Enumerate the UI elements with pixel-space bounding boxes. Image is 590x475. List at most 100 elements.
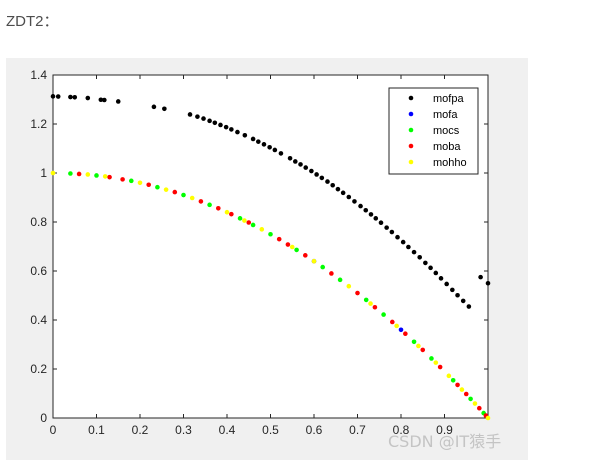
point-mocs — [320, 264, 326, 270]
point-mofpa — [417, 254, 423, 260]
point-mohho — [485, 415, 491, 421]
y-tick-label: 0.8 — [30, 215, 47, 229]
point-mocs — [181, 192, 186, 198]
figure-panel: 0 0.1 0.2 0.3 0.4 0.5 0.6 0.7 0.8 0.9 0 0.2 0.4 0.6 0… — [6, 58, 528, 460]
point-mocs — [94, 173, 99, 178]
point-mofpa — [352, 199, 357, 204]
point-mofpa — [400, 239, 406, 245]
point-mofpa — [450, 287, 455, 293]
point-mohho — [446, 373, 452, 379]
point-mofpa — [340, 190, 346, 196]
point-mofpa — [195, 114, 200, 119]
y-tick-label: 1 — [40, 166, 47, 180]
point-moba — [216, 205, 221, 211]
point-mohho — [311, 258, 317, 264]
legend-marker-mohho — [408, 159, 414, 165]
point-mofpa — [278, 151, 284, 156]
legend-label-mocs: mocs — [433, 125, 460, 137]
point-mohho — [189, 195, 195, 201]
legend-marker-mocs — [408, 127, 414, 133]
point-mocs — [411, 339, 417, 345]
point-mofpa — [85, 95, 91, 101]
point-mohho — [472, 401, 478, 406]
point-mofpa — [201, 116, 206, 121]
x-tick-label: 0.1 — [88, 423, 105, 437]
y-tick-label: 0 — [40, 411, 47, 425]
point-mohho — [102, 174, 108, 179]
point-mofpa — [298, 162, 303, 167]
point-mohho — [394, 323, 399, 329]
point-mofpa — [335, 186, 341, 192]
point-mocs — [68, 171, 73, 176]
point-mocs — [381, 312, 386, 317]
point-mofpa — [287, 156, 293, 161]
point-mofpa — [187, 112, 193, 117]
point-moba — [246, 220, 252, 225]
legend-label-moba: moba — [433, 141, 461, 153]
point-mocs — [450, 377, 456, 383]
point-mocs — [207, 202, 212, 208]
legend-label-mohho: mohho — [433, 157, 467, 169]
watermark: CSDN @IT猿手 — [388, 432, 502, 451]
section-heading: ZDT2： — [6, 13, 59, 30]
point-mocs — [429, 356, 434, 361]
point-mofpa — [151, 104, 157, 110]
point-moba — [76, 171, 82, 177]
point-mocs — [268, 231, 273, 237]
point-mofpa — [368, 212, 374, 217]
point-mofpa — [212, 120, 218, 126]
point-mofpa — [223, 124, 229, 130]
data-points — [50, 94, 491, 421]
point-mocs — [155, 184, 160, 190]
point-mofpa — [325, 179, 330, 184]
point-mofpa — [378, 220, 384, 226]
x-tick-label: 0.5 — [262, 423, 279, 437]
point-mocs — [129, 178, 134, 184]
point-mohho — [289, 244, 295, 250]
point-mocs — [250, 222, 256, 228]
y-tick-label: 0.2 — [30, 362, 47, 376]
y-tick-label: 0.6 — [30, 264, 47, 278]
point-mohho — [433, 360, 439, 365]
point-mofa — [398, 327, 404, 333]
point-mofpa — [363, 207, 369, 213]
point-mofpa — [229, 127, 234, 132]
point-mofpa — [250, 136, 256, 142]
legend-box — [388, 87, 479, 175]
legend: mofpa mofa mocs moba mohho — [388, 87, 479, 175]
x-tick-label: 0.4 — [219, 423, 236, 437]
point-mofpa — [242, 132, 248, 138]
point-moba — [107, 174, 112, 180]
point-mohho — [368, 301, 373, 306]
point-moba — [437, 364, 443, 370]
point-mohho — [346, 283, 352, 289]
point-mocs — [237, 216, 243, 221]
point-mofpa — [102, 97, 107, 103]
x-tick-label: 0 — [50, 423, 57, 437]
point-mohho — [416, 343, 421, 349]
point-moba — [120, 177, 125, 182]
point-mohho — [242, 218, 247, 223]
point-moba — [303, 253, 308, 258]
point-mocs — [468, 396, 473, 402]
point-mofpa — [478, 274, 483, 280]
point-moba — [455, 382, 460, 388]
point-mofpa — [438, 276, 444, 281]
x-axis: 0 0.1 0.2 0.3 0.4 0.5 0.6 0.7 0.8 0.9 — [50, 75, 453, 437]
point-moba — [172, 189, 178, 195]
x-tick-label: 0.7 — [349, 423, 366, 437]
point-moba — [420, 347, 426, 353]
point-mofpa — [303, 165, 309, 170]
point-mofpa — [485, 280, 491, 286]
point-mofpa — [98, 97, 104, 103]
point-mofpa — [50, 94, 56, 99]
point-mocs — [337, 277, 343, 283]
point-mofpa — [389, 229, 395, 235]
point-moba — [276, 236, 282, 242]
point-mohho — [459, 387, 465, 392]
y-tick-label: 0.4 — [30, 313, 47, 327]
legend-marker-mofpa — [408, 95, 414, 101]
point-mofpa — [373, 216, 379, 221]
point-mofpa — [444, 281, 449, 287]
point-moba — [229, 211, 234, 217]
